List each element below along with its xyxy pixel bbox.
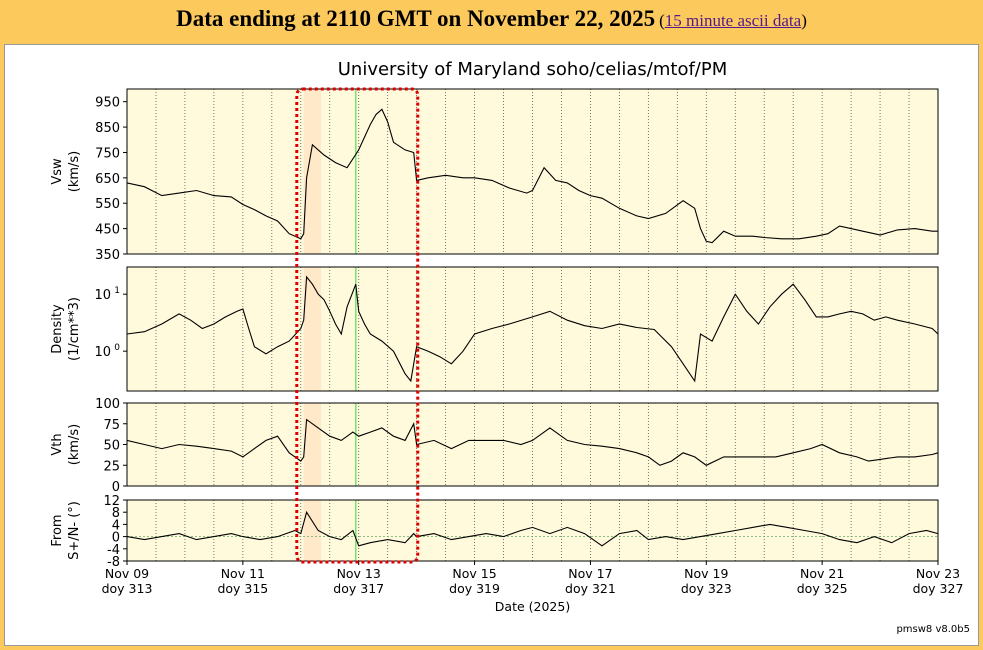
- header-bar: Data ending at 2110 GMT on November 22, …: [0, 0, 983, 40]
- panel-frame: [126, 266, 939, 392]
- x-tick-doy: doy 321: [565, 581, 616, 596]
- y-tick-label: 0: [112, 531, 120, 546]
- y-tick-label: 950: [95, 96, 120, 111]
- y-tick-label: -4: [107, 543, 120, 558]
- series-line: [126, 108, 938, 244]
- y-tick-label: 75: [103, 418, 120, 433]
- y-tick-label: 0: [112, 480, 120, 495]
- chart-title: University of Maryland soho/celias/mtof/…: [338, 59, 728, 80]
- y-tick-label: 8: [112, 506, 120, 521]
- y-tick-label: 10: [94, 345, 111, 360]
- y-tick-label: -8: [107, 555, 120, 570]
- y-tick-label: 50: [103, 439, 120, 454]
- y-axis-label: Vsw: [50, 158, 65, 185]
- x-tick-date: Nov 23: [916, 566, 960, 581]
- y-tick-label: 4: [112, 518, 120, 533]
- series-line: [126, 418, 939, 466]
- series-line: [126, 510, 939, 547]
- y-axis-unit: (1/cm**3): [67, 297, 82, 361]
- x-tick-date: Nov 15: [452, 566, 496, 581]
- x-tick-doy: doy 319: [449, 581, 500, 596]
- x-tick-doy: doy 325: [797, 581, 848, 596]
- highlight-band: [303, 89, 322, 254]
- y-tick-label: 350: [95, 248, 120, 263]
- y-axis-unit: (km/s): [67, 151, 82, 193]
- y-tick-label: 25: [103, 459, 120, 474]
- plot-panel: University of Maryland soho/celias/mtof/…: [4, 44, 979, 646]
- ascii-data-link[interactable]: 15 minute ascii data: [664, 11, 802, 30]
- paren-open: (: [659, 11, 665, 30]
- x-tick-date: Nov 09: [105, 566, 149, 581]
- y-tick-label: 750: [95, 146, 120, 161]
- y-axis-label: Density: [50, 304, 65, 354]
- version-label: pmsw8 v8.0b5: [896, 624, 970, 635]
- y-tick-label: 100: [95, 397, 120, 412]
- y-tick-label: 650: [95, 172, 120, 187]
- page-title: Data ending at 2110 GMT on November 22, …: [176, 6, 656, 31]
- solar-wind-plot: University of Maryland soho/celias/mtof/…: [50, 59, 964, 614]
- paren-close: ): [801, 11, 807, 30]
- highlight-band: [303, 267, 322, 391]
- y-tick-label: 12: [103, 494, 120, 509]
- panel-background: [127, 267, 938, 391]
- y-axis-label: Vth: [50, 433, 65, 455]
- panel-frame: [126, 499, 939, 562]
- x-tick-doy: doy 323: [681, 581, 732, 596]
- y-tick-label-exp: 1: [114, 286, 120, 296]
- y-axis-label: From: [50, 514, 65, 546]
- x-tick-date: Nov 11: [221, 566, 265, 581]
- y-axis-unit: (km/s): [67, 424, 82, 466]
- series-line: [126, 275, 939, 383]
- x-tick-date: Nov 13: [337, 566, 381, 581]
- panel-frame: [126, 88, 939, 255]
- x-tick-doy: doy 315: [217, 581, 268, 596]
- x-tick-doy: doy 317: [333, 581, 384, 596]
- x-axis-label: Date (2025): [495, 599, 570, 614]
- y-axis-unit: S+/N- (°): [67, 501, 82, 560]
- y-tick-label: 850: [95, 121, 120, 136]
- y-tick-label: 450: [95, 223, 120, 238]
- x-tick-doy: doy 327: [913, 581, 964, 596]
- x-tick-doy: doy 313: [102, 581, 153, 596]
- x-tick-date: Nov 21: [800, 566, 844, 581]
- y-tick-label: 10: [94, 288, 111, 303]
- highlight-band: [303, 403, 322, 486]
- x-tick-date: Nov 19: [684, 566, 728, 581]
- y-tick-label: 550: [95, 197, 120, 212]
- selection-box: [295, 87, 420, 564]
- x-tick-date: Nov 17: [568, 566, 612, 581]
- y-tick-label-exp: 0: [114, 343, 120, 353]
